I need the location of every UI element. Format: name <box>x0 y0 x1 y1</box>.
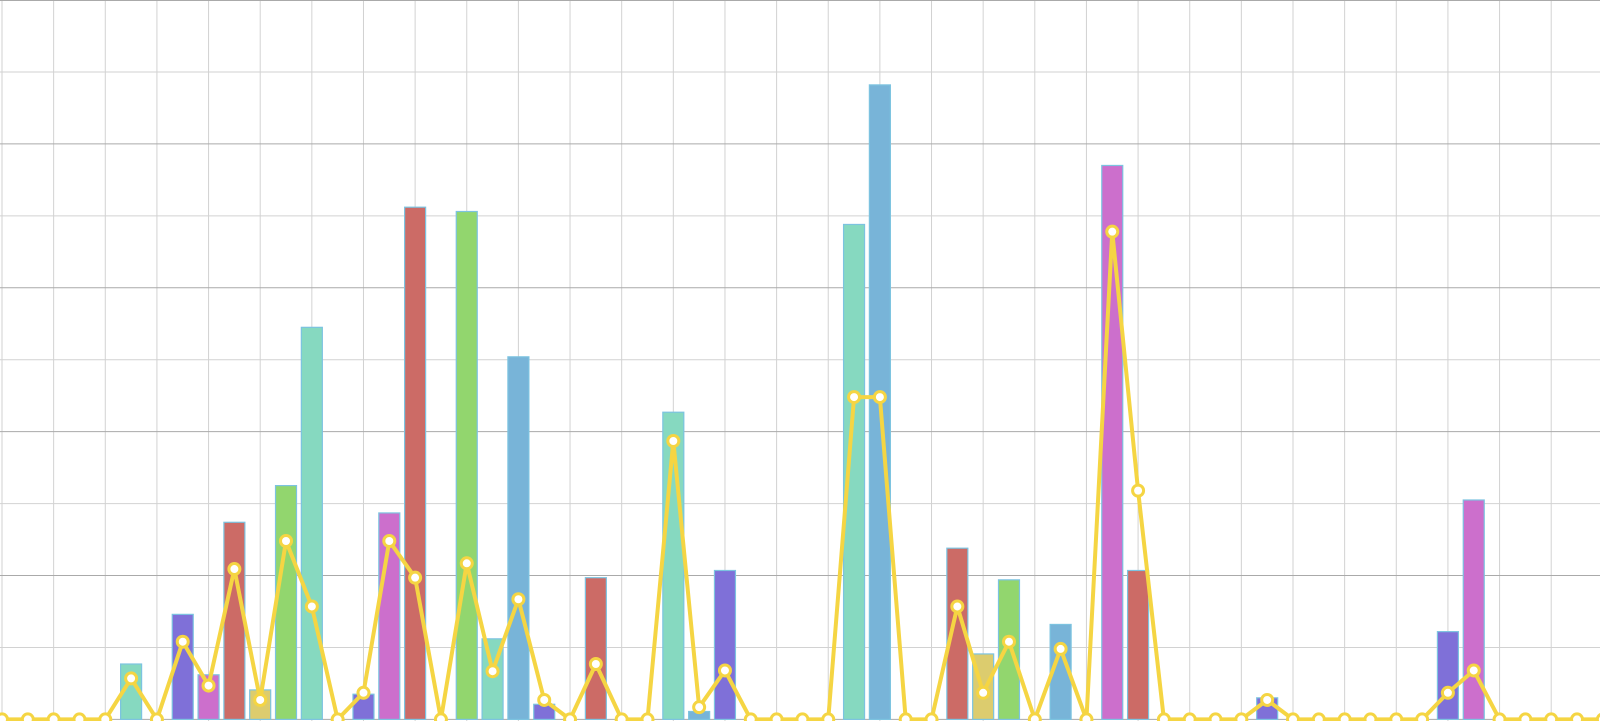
line-marker <box>666 433 681 448</box>
line-marker <box>0 712 9 721</box>
bar <box>1462 499 1485 721</box>
line-marker <box>1363 712 1378 721</box>
line-marker <box>72 712 87 721</box>
line-marker <box>743 712 758 721</box>
line-marker <box>408 570 423 585</box>
line-marker <box>1595 713 1600 721</box>
bar <box>300 326 323 720</box>
line-marker <box>253 692 268 707</box>
line-marker <box>614 712 629 721</box>
line-marker <box>279 533 294 548</box>
bar <box>946 547 969 720</box>
bar <box>1126 569 1150 720</box>
line-marker <box>1311 712 1326 721</box>
line-marker <box>1079 712 1094 721</box>
line-marker <box>124 671 139 686</box>
line-marker <box>175 634 190 649</box>
line-marker <box>717 663 732 678</box>
line-marker <box>1518 712 1533 721</box>
line-marker <box>1440 685 1455 700</box>
line-marker <box>511 592 526 607</box>
line-marker <box>1027 712 1042 721</box>
line-marker <box>1570 712 1585 721</box>
bar <box>584 577 607 721</box>
line-marker <box>433 712 448 721</box>
line-marker <box>1001 634 1016 649</box>
line-marker <box>795 712 810 721</box>
line-marker <box>1131 483 1146 498</box>
line-marker <box>950 599 965 614</box>
bar <box>713 569 737 720</box>
line-marker <box>201 678 216 693</box>
line-marker <box>1260 692 1275 707</box>
line-marker <box>459 556 474 571</box>
line-marker <box>821 712 836 721</box>
line-marker <box>847 390 862 405</box>
line-marker <box>924 712 939 721</box>
line-marker <box>1415 712 1430 721</box>
line-marker <box>20 712 35 721</box>
line-marker <box>898 712 913 721</box>
line-marker <box>1156 712 1171 721</box>
line-marker <box>588 657 603 672</box>
line-marker <box>692 700 707 715</box>
bar <box>274 484 298 720</box>
line-marker <box>46 712 61 721</box>
line-marker <box>1544 712 1559 721</box>
line-marker <box>1286 712 1300 721</box>
bar <box>404 206 427 721</box>
line-marker <box>149 712 164 721</box>
line-marker <box>1053 641 1068 656</box>
line-marker <box>563 712 578 721</box>
line-marker <box>1466 663 1481 678</box>
line-marker <box>769 712 784 721</box>
line-marker <box>98 712 113 721</box>
bar <box>455 210 478 720</box>
bar <box>997 579 1021 721</box>
bar <box>842 223 866 721</box>
line-marker <box>1208 712 1223 721</box>
line-marker <box>227 562 242 577</box>
line-marker <box>872 390 887 405</box>
line-marker <box>1234 712 1249 721</box>
line-marker <box>1389 712 1404 721</box>
line-marker <box>485 664 500 679</box>
line-marker <box>537 692 552 707</box>
line-marker <box>1492 712 1507 721</box>
line-marker <box>330 712 345 721</box>
line-marker <box>976 685 991 700</box>
line-marker <box>304 599 319 614</box>
line-marker <box>1337 712 1352 721</box>
line-marker <box>640 712 655 721</box>
line-marker <box>356 685 371 700</box>
bar <box>1436 631 1460 720</box>
line-marker <box>382 533 397 548</box>
bar <box>223 521 246 721</box>
line-marker <box>1182 712 1197 721</box>
bar <box>507 356 530 720</box>
line-marker <box>1105 224 1120 239</box>
